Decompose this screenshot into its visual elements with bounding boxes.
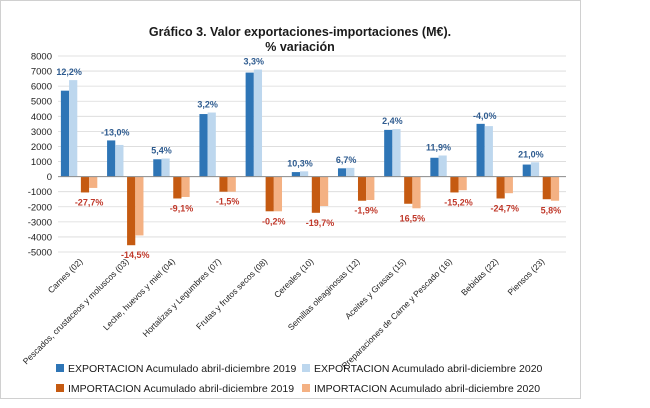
bar-import-2019 [127, 176, 136, 246]
y-tick-label: -4000 [28, 232, 52, 243]
export-variation-label: 5,4% [151, 146, 172, 156]
export-variation-label: 3,2% [197, 100, 218, 110]
y-tick-label: 5000 [31, 97, 52, 108]
import-variation-label: 5,8% [541, 206, 562, 216]
y-tick-label: -5000 [28, 248, 52, 259]
bar-import-2019 [450, 176, 459, 193]
bar-export-2019 [476, 123, 485, 177]
legend-entry: EXPORTACION Acumulado abril-diciembre 20… [68, 363, 297, 375]
legend-swatch [56, 384, 64, 392]
bar-import-2019 [496, 176, 505, 199]
bar-import-2019 [219, 176, 228, 192]
bar-import-2020 [412, 176, 421, 209]
bar-import-2020 [320, 176, 329, 207]
bar-export-2019 [337, 168, 347, 177]
bar-export-2020 [253, 69, 263, 177]
y-tick-label: 0 [47, 172, 52, 183]
export-variation-label: -13,0% [101, 127, 130, 137]
bar-export-2019 [522, 164, 531, 177]
bar-export-2020 [161, 158, 170, 177]
legend-swatch [56, 364, 64, 372]
y-tick-label: -3000 [28, 217, 52, 228]
bar-export-2020 [346, 167, 355, 177]
import-variation-label: -15,2% [444, 197, 473, 207]
bar-export-2020 [484, 126, 493, 177]
import-variation-label: -19,7% [306, 218, 335, 228]
legend-swatch [302, 384, 310, 392]
y-tick-label: -2000 [28, 202, 52, 213]
chart-title-line2: % variación [265, 40, 334, 54]
bar-import-2020 [227, 176, 236, 192]
bar-export-2019 [153, 159, 162, 177]
bar-export-2019 [384, 129, 393, 177]
export-variation-label: 12,2% [56, 67, 82, 77]
import-variation-label: 16,5% [400, 213, 426, 223]
bar-import-2020 [504, 176, 513, 194]
bar-export-2020 [69, 80, 78, 177]
bar-import-2020 [181, 176, 190, 197]
bar-export-2019 [107, 140, 116, 177]
y-tick-label: -1000 [28, 187, 52, 198]
y-tick-label: 7000 [31, 67, 52, 78]
import-variation-label: -1,9% [354, 206, 378, 216]
import-variation-label: -1,5% [216, 197, 240, 207]
import-variation-label: -27,7% [75, 197, 104, 207]
legend: EXPORTACION Acumulado abril-diciembre 20… [56, 363, 543, 395]
bar-export-2019 [199, 114, 208, 177]
import-variation-label: -0,2% [262, 216, 286, 226]
bar-export-2020 [530, 162, 540, 177]
legend-entry: EXPORTACION Acumulado abril-diciembre 20… [314, 363, 543, 375]
bar-import-2020 [550, 176, 560, 201]
bar-export-2020 [438, 155, 447, 177]
bar-export-2020 [300, 171, 309, 177]
export-variation-label: 2,4% [382, 116, 403, 126]
bar-export-2019 [60, 90, 70, 177]
y-tick-label: 3000 [31, 127, 52, 138]
bar-export-2020 [392, 129, 401, 177]
bar-export-2019 [291, 172, 300, 177]
import-variation-label: -24,7% [490, 203, 519, 213]
bar-export-2020 [207, 112, 216, 177]
bar-import-2020 [458, 176, 467, 191]
legend-entry: IMPORTACION Acumulado abril-diciembre 20… [68, 383, 294, 395]
legend-entry: IMPORTACION Acumulado abril-diciembre 20… [314, 383, 540, 395]
legend-swatch [302, 364, 310, 372]
y-tick-label: 1000 [31, 157, 52, 168]
export-variation-label: -4,0% [473, 111, 497, 121]
y-tick-label: 6000 [31, 82, 52, 93]
chart-border [0, 0, 581, 399]
bar-import-2020 [135, 176, 144, 236]
bar-export-2020 [115, 144, 124, 177]
bar-import-2019 [80, 176, 90, 193]
import-variation-label: -9,1% [170, 203, 194, 213]
y-tick-label: 2000 [31, 142, 52, 153]
y-tick-label: 4000 [31, 112, 52, 123]
export-variation-label: 21,0% [518, 149, 544, 159]
bar-import-2019 [357, 176, 367, 201]
import-variation-label: -14,5% [121, 250, 150, 260]
bar-import-2020 [273, 176, 283, 212]
export-variation-label: 11,9% [426, 143, 451, 153]
bar-import-2020 [366, 176, 375, 200]
export-variation-label: 6,7% [336, 155, 357, 165]
bar-import-2020 [89, 176, 98, 188]
bar-import-2019 [311, 176, 320, 213]
bar-export-2019 [430, 157, 439, 177]
chart-title-line1: Gráfico 3. Valor exportaciones-importaci… [149, 25, 451, 39]
y-tick-label: 8000 [31, 52, 52, 63]
bar-import-2019 [173, 176, 182, 199]
bar-import-2019 [265, 176, 274, 212]
export-variation-label: 10,3% [287, 158, 313, 168]
export-variation-label: 3,3% [244, 57, 265, 67]
bar-export-2019 [245, 72, 254, 177]
bar-import-2019 [542, 176, 551, 200]
bar-import-2019 [404, 176, 413, 204]
